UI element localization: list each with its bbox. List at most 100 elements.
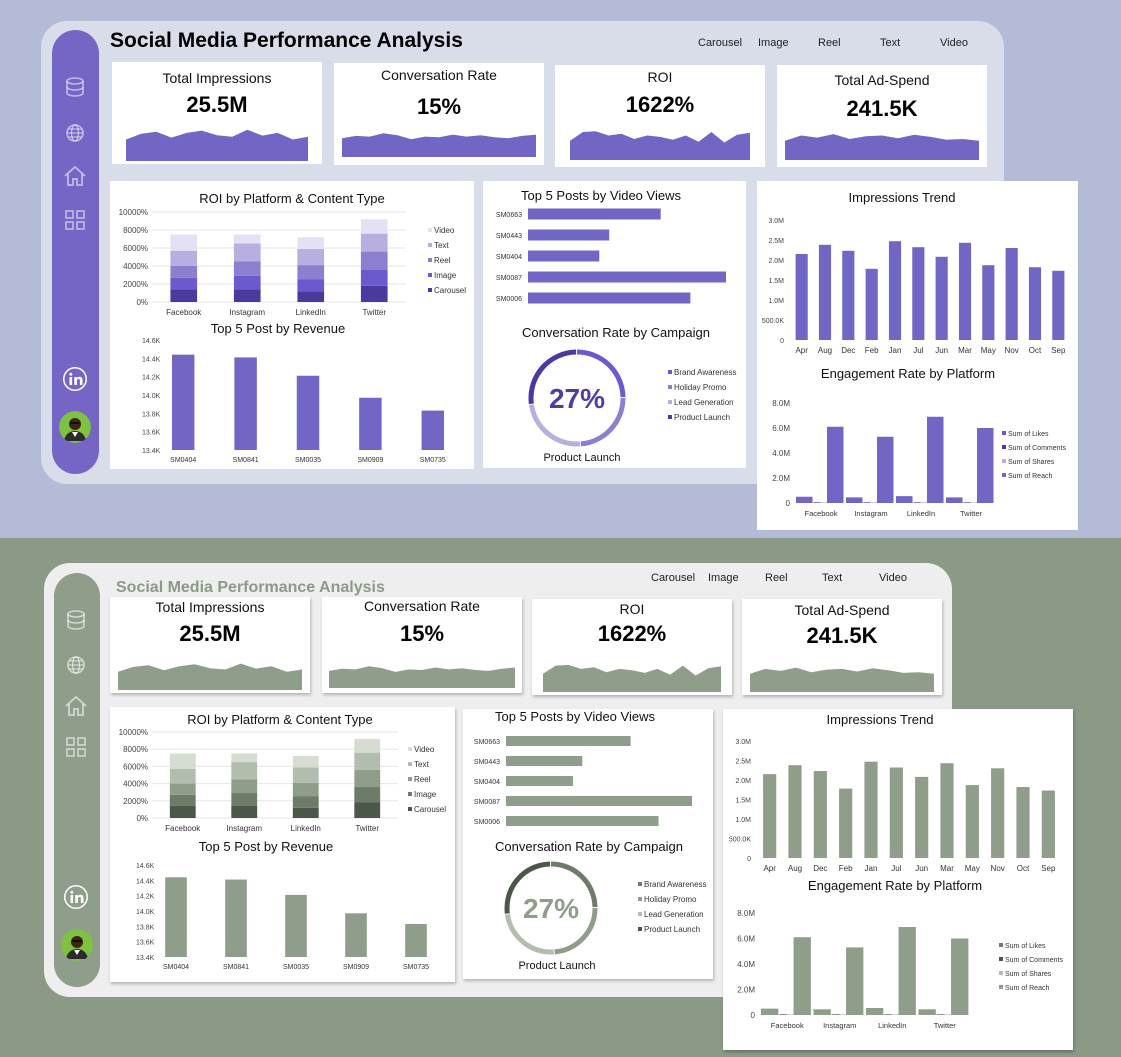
bar-instagram-carousel (233, 289, 261, 302)
bar-instagram-text (233, 243, 261, 262)
home-icon[interactable] (60, 161, 90, 191)
bar-facebook-sum-of-comments (779, 1014, 787, 1015)
legend-label: Brand Awareness (644, 880, 707, 889)
y-tick-label: 2.5M (735, 759, 751, 766)
avatar[interactable] (61, 929, 93, 961)
y-tick-label: 6.0M (772, 424, 790, 433)
legend-swatch (408, 807, 412, 811)
bar-sm0404 (165, 877, 187, 957)
x-tick-label: Twitter (934, 1021, 957, 1030)
bar-facebook-sum-of-shares (820, 502, 829, 503)
y-tick-label: SM0443 (474, 759, 500, 766)
bar-twitter-sum-of-shares (970, 502, 979, 503)
globe-icon[interactable] (61, 650, 91, 680)
bar-sm0087 (506, 796, 692, 806)
kpi-card-conversation-rate: Conversation Rate 15% (334, 63, 544, 165)
x-tick-label: Jul (891, 864, 901, 873)
x-tick-label: Facebook (166, 308, 202, 317)
kpi-sparkline (118, 657, 302, 690)
kpi-card-roi: ROI 1622% (555, 65, 765, 167)
legend-label: Lead Generation (674, 398, 734, 407)
y-tick-label: 4.0M (772, 449, 790, 458)
legend-swatch (668, 370, 672, 374)
y-tick-label: 0 (747, 856, 751, 863)
card-impressions-and-engagement: Impressions Trend 0 500.0K 1.0M 1.5M 2.0M 2.5M… (757, 181, 1078, 530)
kpi-card-conversation-rate: Conversation Rate 15% (322, 597, 522, 693)
bar-instagram-video (231, 753, 258, 763)
chart-title: Top 5 Posts by Video Views (495, 709, 655, 724)
y-tick-label: 13.4K (136, 955, 155, 962)
database-icon[interactable] (60, 73, 90, 103)
legend-label: Sum of Reach (1005, 985, 1049, 992)
globe-icon[interactable] (60, 118, 90, 148)
y-tick-label: 1.5M (735, 798, 751, 805)
sparkline-area (570, 131, 750, 160)
legend-label: Sum of Likes (1005, 943, 1046, 950)
bar-twitter-sum-of-likes (918, 1009, 936, 1015)
bar-jul (912, 247, 925, 340)
y-tick-label: 2.0M (737, 986, 755, 995)
page-title: Social Media Performance Analysis (116, 579, 385, 596)
card-roi-and-revenue: ROI by Platform & Content Type 0% 2000% 400… (110, 707, 455, 982)
home-icon[interactable] (61, 691, 91, 721)
bar-sm0663 (528, 208, 661, 220)
sidebar (54, 573, 100, 987)
card-roi-and-revenue: ROI by Platform & Content Type 0% 2000% 400… (110, 181, 474, 469)
bar-linkedin-sum-of-comments (884, 1014, 892, 1015)
grid-icon[interactable] (61, 732, 91, 762)
database-icon[interactable] (61, 606, 91, 636)
filter-carousel[interactable]: Carousel (651, 572, 696, 584)
bar-oct (1028, 267, 1042, 340)
legend-swatch (999, 943, 1003, 947)
legend-label: Text (434, 241, 449, 250)
y-tick-label: 2.0M (768, 258, 784, 265)
donut-center-value: 27% (523, 893, 579, 924)
chart-canvas: Top 5 Posts by Video Views SM0663 SM0443 SM… (496, 188, 737, 464)
linkedin-icon[interactable] (61, 882, 91, 912)
filter-reel[interactable]: Reel (818, 37, 841, 49)
bar-linkedin-sum-of-comments (913, 502, 921, 503)
y-tick-label: SM0443 (496, 233, 522, 240)
linkedin-icon[interactable] (60, 364, 90, 394)
bar-instagram-sum-of-likes (813, 1009, 831, 1015)
kpi-label: Total Ad-Spend (834, 72, 930, 88)
y-tick-label: 2.0M (772, 474, 790, 483)
grid-icon[interactable] (60, 205, 90, 235)
bar-twitter-carousel (354, 802, 381, 818)
x-tick-label: SM0735 (420, 457, 446, 464)
filter-reel[interactable]: Reel (765, 572, 788, 584)
donut-slice-product-launch (504, 861, 551, 914)
bar-jul (889, 767, 903, 858)
kpi-label: ROI (647, 69, 673, 85)
y-tick-label: 13.8K (142, 411, 161, 418)
filter-carousel[interactable]: Carousel (698, 37, 743, 49)
legend-label: Product Launch (674, 413, 730, 422)
legend-swatch (1002, 473, 1006, 477)
avatar[interactable] (59, 411, 91, 443)
card-impressions-and-engagement: Impressions Trend 0 500.0K 1.0M 1.5M 2.0M 2.5M… (723, 709, 1073, 1050)
legend-label: Sum of Likes (1008, 431, 1049, 438)
bar-instagram-sum-of-shares (870, 502, 879, 503)
legend-label: Sum of Comments (1005, 957, 1063, 964)
filter-video[interactable]: Video (940, 37, 968, 49)
chart-title: Impressions Trend (849, 190, 956, 205)
y-tick-label: SM0006 (496, 296, 522, 303)
filter-text[interactable]: Text (880, 37, 901, 49)
legend-label: Sum of Reach (1008, 473, 1052, 480)
filter-image[interactable]: Image (708, 572, 739, 584)
bar-instagram-sum-of-shares (839, 1014, 848, 1015)
x-tick-label: Oct (1029, 346, 1042, 355)
kpi-card-total-ad-spend: Total Ad-Spend 241.5K (742, 599, 942, 695)
legend-label: Sum of Shares (1005, 971, 1052, 978)
bar-instagram-video (233, 234, 261, 244)
donut-slice-lead-generation (529, 404, 581, 447)
filter-text[interactable]: Text (822, 572, 843, 584)
bar-jan (888, 241, 902, 340)
x-tick-label: Aug (818, 346, 832, 355)
x-tick-label: Nov (991, 864, 1005, 873)
chart-title: Engagement Rate by Platform (808, 878, 982, 893)
filter-image[interactable]: Image (758, 37, 789, 49)
filter-video[interactable]: Video (879, 572, 907, 584)
x-tick-label: Jan (889, 346, 902, 355)
x-tick-label: SM0035 (283, 964, 309, 971)
